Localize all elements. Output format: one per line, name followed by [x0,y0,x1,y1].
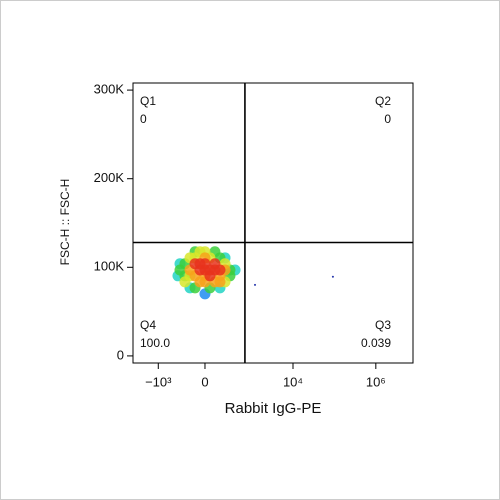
event [214,264,226,276]
x-tick-label: 10⁴ [283,374,303,389]
quadrant-name: Q4 [140,318,156,332]
x-tick-label: 0 [201,374,208,389]
quadrant-name: Q2 [375,94,391,108]
quadrant-value: 0.039 [361,336,391,350]
x-tick-label: −10³ [145,374,172,389]
plot-area [172,246,334,300]
y-tick-label: 300K [94,82,125,97]
quadrant-name: Q3 [375,318,391,332]
quadrant-value: 0 [140,112,147,126]
y-tick-label: 100K [94,259,125,274]
event [174,264,186,276]
plot-border [132,82,414,364]
quadrant-value: 0 [384,112,391,126]
event [194,258,206,270]
y-tick-label: 0 [117,347,124,362]
y-axis-title: FSC-H :: FSC-H [58,179,72,266]
event [254,283,257,286]
y-tick-label: 200K [94,170,125,185]
event [331,275,334,278]
quadrant-name: Q1 [140,94,156,108]
x-tick-label: 10⁶ [366,374,386,389]
quadrant-value: 100.0 [140,336,170,350]
x-axis-title: Rabbit IgG-PE [225,400,322,417]
